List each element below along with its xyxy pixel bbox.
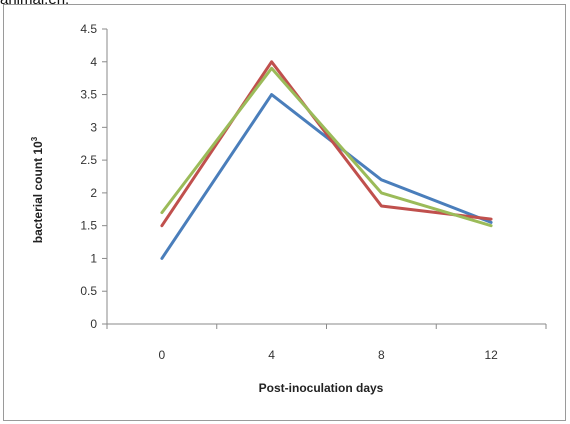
y-axis-title-text: bacterial count 10 [31,141,45,243]
x-tick-label: 12 [484,348,498,362]
y-tick-label: 2 [90,186,97,200]
y-tick-label: 3 [90,120,97,134]
series-line-3 [160,66,493,228]
y-tick-label: 4 [90,55,97,69]
x-tick-label: 8 [378,348,385,362]
y-tick-label: 4.5 [80,22,97,36]
series-lines [160,60,493,260]
y-tick-label: 3.5 [80,88,97,102]
x-axis-title: Post-inoculation days [259,381,384,395]
y-tick-label: 2.5 [80,153,97,167]
y-tick-label: 1.5 [80,219,97,233]
y-tick-label: 0.5 [80,284,97,298]
y-tick-labels: 0 0.5 1 1.5 2 2.5 3 3.5 4 4.5 [80,22,97,331]
x-tick-label: 0 [159,348,166,362]
y-axis-title-superscript: 3 [30,136,39,141]
y-tick-label: 1 [90,251,97,265]
series-line-2 [160,60,493,228]
y-tick-label: 0 [90,317,97,331]
series-line-1 [160,93,493,260]
axes [102,28,547,329]
x-tick-labels: 0 4 8 12 [159,348,499,362]
y-axis-title: bacterial count 103 [30,136,45,243]
chart-frame [3,4,566,421]
x-tick-label: 4 [268,348,275,362]
